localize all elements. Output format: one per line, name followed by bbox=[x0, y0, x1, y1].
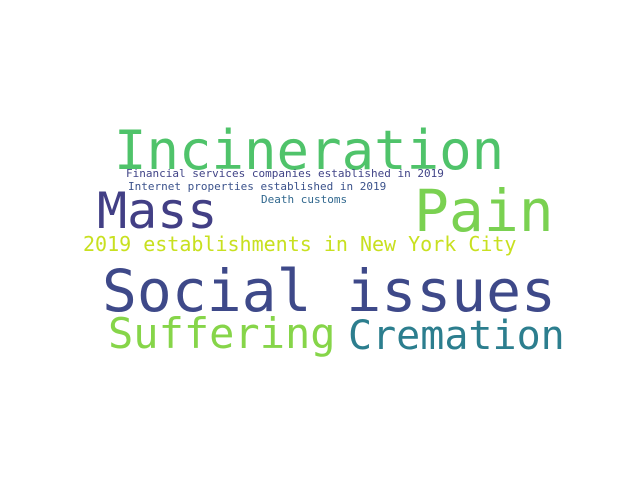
word-internet-properties: Internet properties established in 2019 bbox=[128, 181, 386, 192]
word-death-customs: Death customs bbox=[261, 194, 347, 205]
word-cremation: Cremation bbox=[348, 316, 565, 356]
word-suffering: Suffering bbox=[108, 313, 336, 355]
word-nyc-establishments: 2019 establishments in New York City bbox=[83, 234, 516, 254]
word-mass: Mass bbox=[97, 186, 217, 236]
word-financial-services: Financial services companies established… bbox=[126, 168, 444, 179]
